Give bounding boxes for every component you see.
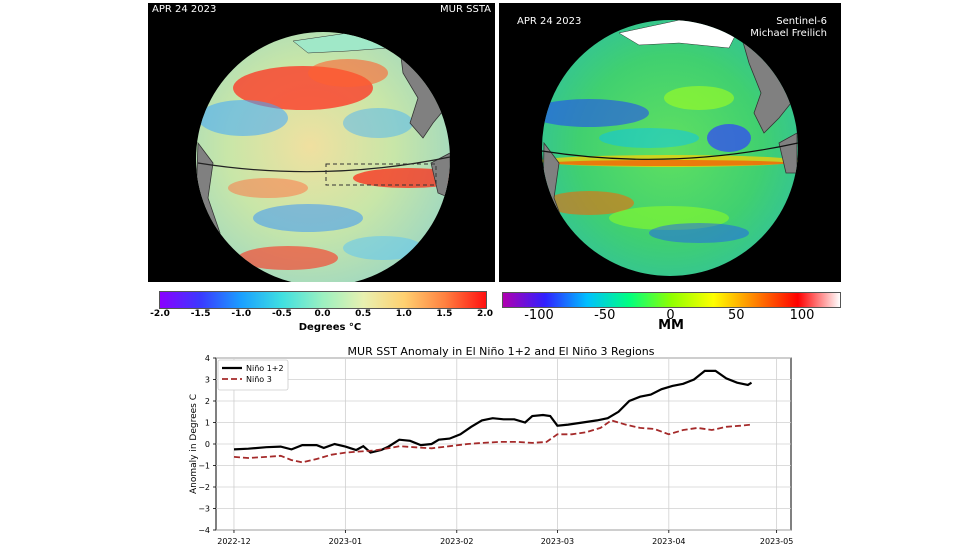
sea-level-colorbar-tick: 0 <box>666 308 675 323</box>
sea-level-colorbar-tick: -100 <box>524 308 554 323</box>
anomaly-line-chart: MUR SST Anomaly in El Niño 1+2 and El Ni… <box>189 345 793 546</box>
y-tick-label: 2 <box>205 397 210 406</box>
sst-anomaly-globe-panel: APR 24 2023 MUR SSTA <box>148 3 495 282</box>
y-axis-label: Anomaly in Degrees C <box>189 394 199 494</box>
y-tick-label: 0 <box>205 440 210 449</box>
sea-level-globe-panel: APR 24 2023 Sentinel-6 Michael Freilich <box>499 3 841 282</box>
series-line-1 <box>233 369 753 454</box>
chart-title: MUR SST Anomaly in El Niño 1+2 and El Ni… <box>348 345 655 358</box>
y-tick-label: −1 <box>198 462 210 471</box>
sst-colorbar <box>159 291 487 309</box>
sst-colorbar-tick: 2.0 <box>477 309 493 319</box>
x-tick-label: 2023-03 <box>541 537 574 546</box>
sea-level-colorbar-label: MM <box>658 318 684 333</box>
sea-level-colorbar-tick: -50 <box>594 308 616 323</box>
legend: Niño 1+2 Niño 3 <box>217 359 289 391</box>
sea-level-colorbar-tick: 100 <box>789 308 815 323</box>
sst-product-label: MUR SSTA <box>440 4 491 15</box>
x-tick-label: 2022-12 <box>217 537 250 546</box>
y-tick-label: −4 <box>198 526 210 535</box>
x-tick-label: 2023-05 <box>760 537 793 546</box>
sea-level-colorbar-tick: 50 <box>727 308 745 323</box>
sst-anomaly-globe <box>196 32 451 282</box>
sea-level-globe <box>541 20 799 276</box>
y-tick-label: 1 <box>205 419 210 428</box>
sst-colorbar-tick: -1.0 <box>231 309 252 319</box>
x-tick-label: 2023-02 <box>440 537 473 546</box>
mission-sub-label: Michael Freilich <box>750 28 827 39</box>
sst-colorbar-tick: 0.5 <box>355 309 372 319</box>
sst-colorbar-tick: -0.5 <box>272 309 292 319</box>
sst-colorbar-tick: 0.0 <box>314 309 331 319</box>
sst-colorbar-tick: -1.5 <box>190 309 211 319</box>
y-tick-label: −2 <box>198 483 210 492</box>
sst-colorbar-tick: 1.0 <box>395 309 412 319</box>
sea-level-date-label: APR 24 2023 <box>517 16 582 27</box>
series-line-2 <box>233 419 752 464</box>
y-tick-label: −3 <box>198 505 210 514</box>
mission-label: Sentinel-6 <box>776 16 827 27</box>
sst-date-label: APR 24 2023 <box>152 4 217 15</box>
x-tick-label: 2023-01 <box>329 537 362 546</box>
sea-level-colorbar <box>502 292 841 308</box>
legend-label: Niño 1+2 <box>246 364 284 373</box>
legend-label: Niño 3 <box>246 375 272 384</box>
sst-colorbar-label: Degrees °C <box>298 322 362 333</box>
sst-colorbar-tick: -2.0 <box>150 309 170 319</box>
x-tick-label: 2023-04 <box>652 537 685 546</box>
y-tick-label: 4 <box>205 354 210 363</box>
y-tick-label: 3 <box>205 376 210 385</box>
sst-colorbar-tick: 1.5 <box>436 309 453 319</box>
